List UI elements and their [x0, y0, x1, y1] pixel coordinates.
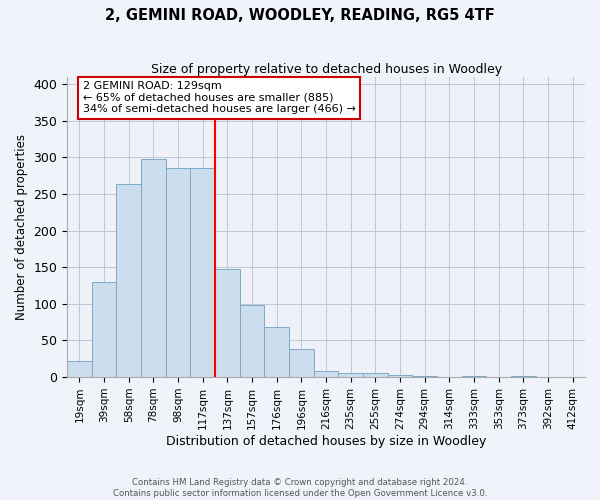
Bar	[141, 158, 166, 377]
Bar	[388, 375, 412, 377]
Bar	[462, 376, 487, 377]
Bar	[338, 372, 363, 377]
Bar	[92, 282, 116, 377]
Bar	[363, 374, 388, 377]
Text: 2, GEMINI ROAD, WOODLEY, READING, RG5 4TF: 2, GEMINI ROAD, WOODLEY, READING, RG5 4T…	[105, 8, 495, 22]
Bar	[265, 328, 289, 377]
Title: Size of property relative to detached houses in Woodley: Size of property relative to detached ho…	[151, 62, 502, 76]
Y-axis label: Number of detached properties: Number of detached properties	[15, 134, 28, 320]
Bar	[67, 361, 92, 377]
Bar	[116, 184, 141, 377]
Bar	[190, 168, 215, 377]
Bar	[314, 370, 338, 377]
Bar	[289, 350, 314, 377]
Text: Contains HM Land Registry data © Crown copyright and database right 2024.
Contai: Contains HM Land Registry data © Crown c…	[113, 478, 487, 498]
Bar	[215, 270, 240, 377]
Bar	[240, 306, 265, 377]
Bar	[166, 168, 190, 377]
X-axis label: Distribution of detached houses by size in Woodley: Distribution of detached houses by size …	[166, 434, 486, 448]
Text: 2 GEMINI ROAD: 129sqm
← 65% of detached houses are smaller (885)
34% of semi-det: 2 GEMINI ROAD: 129sqm ← 65% of detached …	[83, 81, 356, 114]
Bar	[412, 376, 437, 377]
Bar	[511, 376, 536, 377]
